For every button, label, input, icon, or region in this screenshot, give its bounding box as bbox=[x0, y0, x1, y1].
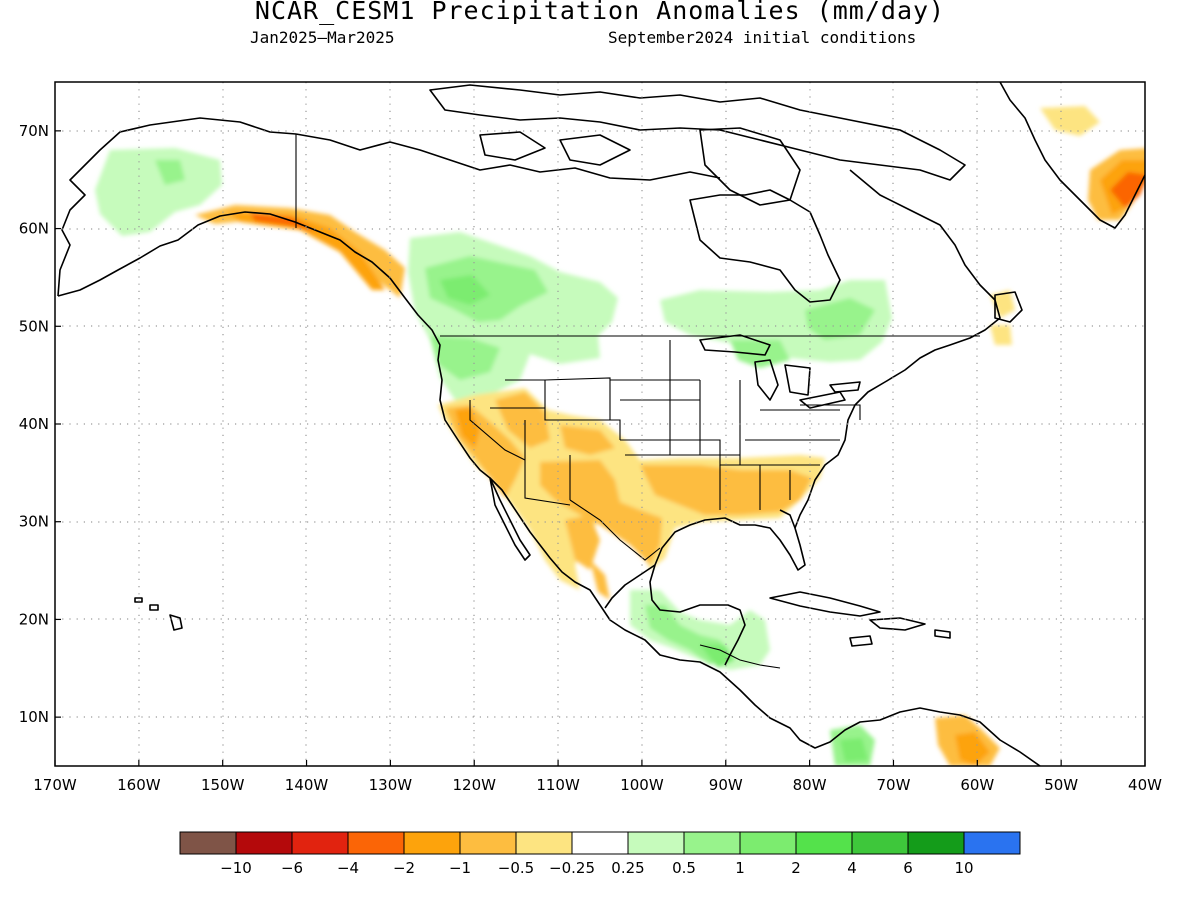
colorbar-swatch bbox=[179, 831, 237, 855]
lon-tick-label: 80W bbox=[793, 776, 827, 794]
colorbar-swatch bbox=[571, 831, 629, 855]
colorbar-label: 6 bbox=[903, 859, 913, 877]
lon-tick-label: 110W bbox=[536, 776, 580, 794]
lon-tick-label: 170W bbox=[33, 776, 77, 794]
lon-tick-label: 120W bbox=[452, 776, 496, 794]
axis-ticks: 170W 160W 150W 140W 130W 120W 110W 100W 90W 80W 70… bbox=[19, 122, 1162, 794]
lat-tick-label: 20N bbox=[19, 610, 49, 628]
colorbar-label: 10 bbox=[954, 859, 973, 877]
colorbar-swatch bbox=[907, 831, 965, 855]
colorbar-label: −0.5 bbox=[498, 859, 534, 877]
colorbar-swatch bbox=[795, 831, 853, 855]
gridlines bbox=[55, 82, 1145, 766]
lat-tick-label: 40N bbox=[19, 415, 49, 433]
colorbar-label: −0.25 bbox=[549, 859, 595, 877]
colorbar-label: 0.5 bbox=[672, 859, 696, 877]
lon-tick-label: 140W bbox=[285, 776, 329, 794]
lon-tick-label: 70W bbox=[877, 776, 911, 794]
lon-tick-label: 160W bbox=[117, 776, 161, 794]
lon-tick-label: 90W bbox=[709, 776, 743, 794]
colorbar-swatch bbox=[515, 831, 573, 855]
colorbar-label: −2 bbox=[393, 859, 415, 877]
coastlines bbox=[57, 82, 1145, 766]
lat-tick-label: 60N bbox=[19, 220, 49, 238]
colorbar-swatch bbox=[459, 831, 517, 855]
colorbar-swatch bbox=[851, 831, 909, 855]
lat-tick-label: 50N bbox=[19, 317, 49, 335]
colorbar-label: −6 bbox=[281, 859, 303, 877]
map-title: NCAR_CESM1 Precipitation Anomalies (mm/d… bbox=[254, 0, 946, 25]
colorbar-swatch bbox=[683, 831, 741, 855]
colorbar-label: −1 bbox=[449, 859, 471, 877]
colorbar-label: 1 bbox=[735, 859, 745, 877]
colorbar-swatch bbox=[235, 831, 293, 855]
anomaly-shading bbox=[95, 106, 1145, 766]
lon-tick-label: 100W bbox=[620, 776, 664, 794]
colorbar-label: −10 bbox=[220, 859, 252, 877]
colorbar-swatch bbox=[347, 831, 405, 855]
colorbar-label: 0.25 bbox=[611, 859, 644, 877]
colorbar-swatch bbox=[291, 831, 349, 855]
colorbar-label: −4 bbox=[337, 859, 359, 877]
lat-tick-label: 10N bbox=[19, 708, 49, 726]
lon-tick-label: 150W bbox=[201, 776, 245, 794]
colorbar-label: 4 bbox=[847, 859, 857, 877]
lon-tick-label: 50W bbox=[1044, 776, 1078, 794]
lat-tick-label: 70N bbox=[19, 122, 49, 140]
colorbar-swatch bbox=[627, 831, 685, 855]
colorbar-swatch bbox=[963, 831, 1021, 855]
colorbar-label: 2 bbox=[791, 859, 801, 877]
colorbar-swatch bbox=[739, 831, 797, 855]
colorbar-swatch bbox=[403, 831, 461, 855]
initial-conditions: September2024 initial conditions bbox=[608, 28, 917, 47]
lat-tick-label: 30N bbox=[19, 513, 49, 531]
lon-tick-label: 60W bbox=[960, 776, 994, 794]
colorbar: −10 −6 −4 −2 −1 −0.5 −0.25 0.25 0.5 1 2 4 6 10 bbox=[179, 831, 1021, 877]
forecast-period: Jan2025–Mar2025 bbox=[250, 28, 395, 47]
political-borders bbox=[295, 134, 980, 669]
lon-tick-label: 40W bbox=[1128, 776, 1162, 794]
lon-tick-label: 130W bbox=[369, 776, 413, 794]
